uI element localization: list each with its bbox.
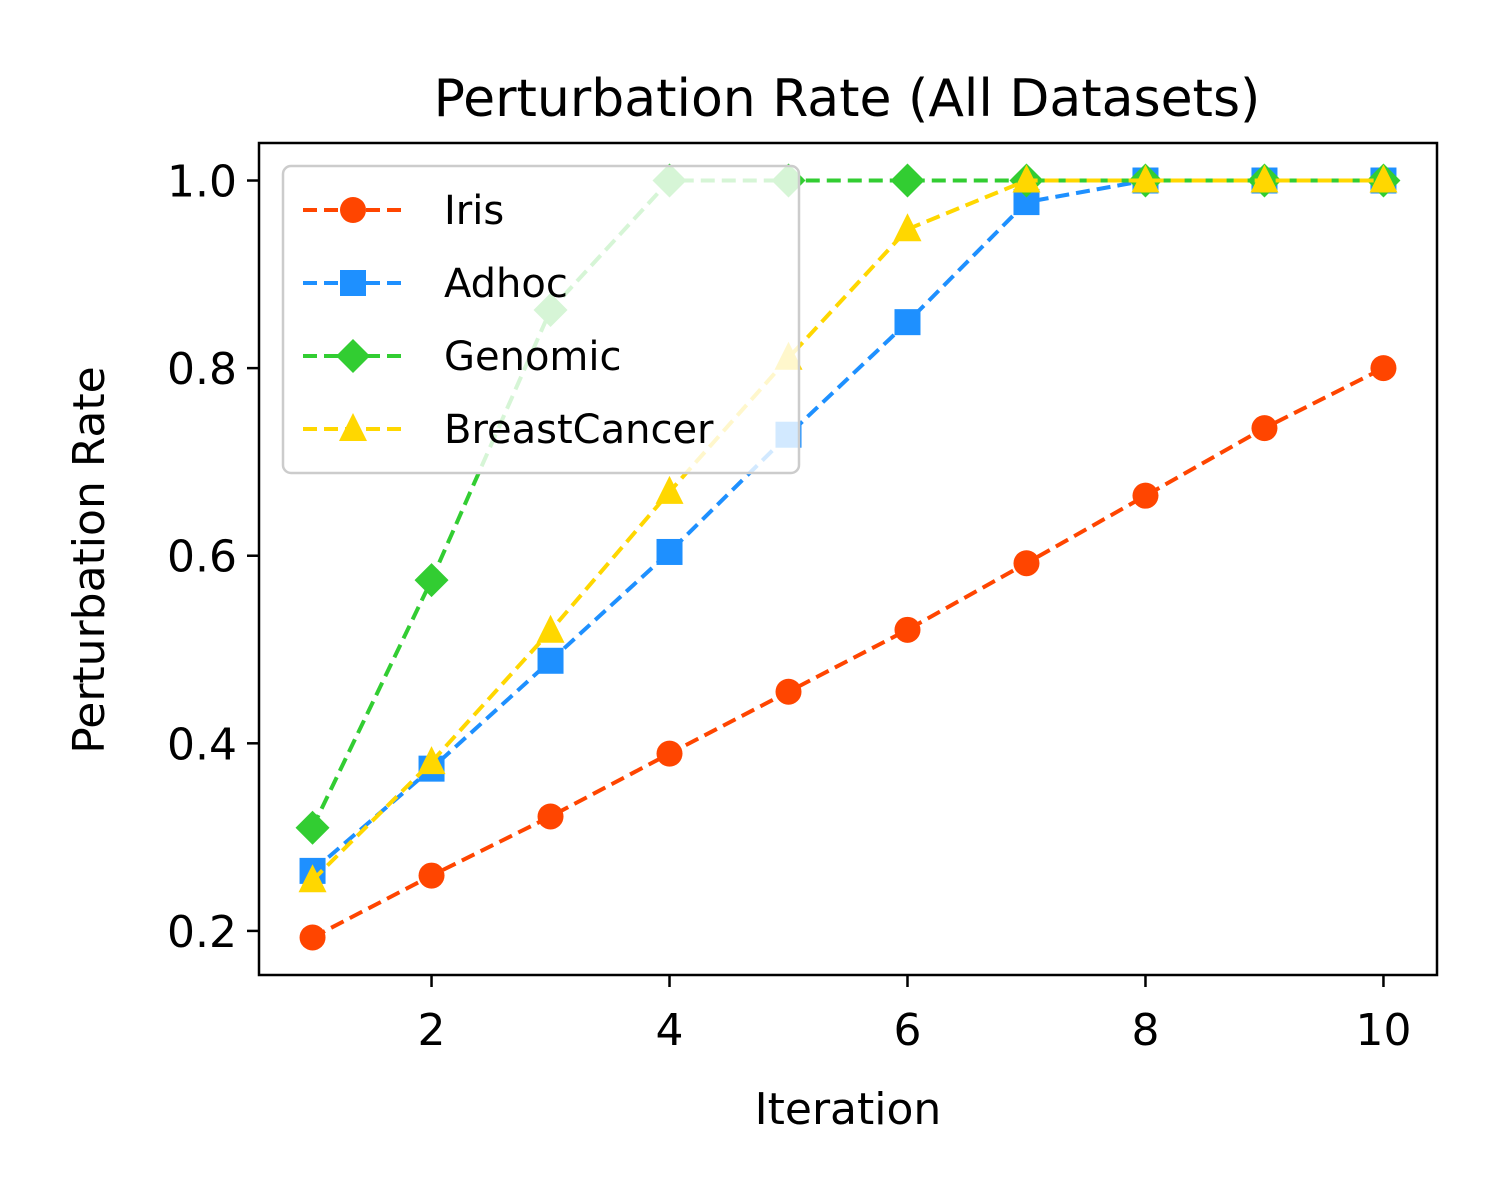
data-point-adhoc <box>656 538 683 565</box>
legend: Iris Adhoc Genomic BreastCancer <box>281 164 801 475</box>
plot-frame <box>257 141 1439 977</box>
data-point-breastcancer <box>1012 164 1041 193</box>
legend-marker-adhoc <box>340 270 366 296</box>
data-point-adhoc <box>894 309 921 336</box>
y-tick-label: 0.2 <box>167 907 237 958</box>
x-tick-label: 8 <box>1131 1005 1159 1056</box>
data-point-breastcancer <box>298 864 327 893</box>
legend-box <box>281 164 801 475</box>
data-point-iris <box>1370 355 1397 382</box>
data-point-iris <box>775 678 802 705</box>
series-line-breastcancer <box>311 178 1384 882</box>
y-axis-label: Perturbation Rate <box>64 366 115 753</box>
data-point-breastcancer <box>1250 164 1279 193</box>
series-line-iris <box>311 366 1385 940</box>
data-point-genomic <box>295 810 330 845</box>
x-axis-label: Iteration <box>755 1084 942 1135</box>
data-point-iris <box>1251 415 1278 442</box>
data-point-iris <box>537 803 564 830</box>
legend-marker-iris <box>340 197 366 223</box>
y-tick-label: 0.8 <box>167 344 237 395</box>
data-point-breastcancer <box>1369 164 1398 193</box>
data-point-iris <box>418 862 445 889</box>
data-point-breastcancer <box>655 475 684 504</box>
data-point-adhoc <box>537 647 564 674</box>
y-tick-label: 0.6 <box>167 532 237 583</box>
data-point-breastcancer <box>536 614 565 643</box>
chart-title: Perturbation Rate (All Datasets) <box>434 69 1261 129</box>
legend-label-genomic: Genomic <box>444 334 622 380</box>
data-point-breastcancer <box>1131 164 1160 193</box>
x-tick-label: 4 <box>656 1005 684 1056</box>
data-point-iris <box>1013 550 1040 577</box>
data-point-iris <box>1132 482 1159 509</box>
data-point-breastcancer <box>893 213 922 242</box>
legend-marker-breastcancer <box>339 413 367 441</box>
data-point-iris <box>656 740 683 767</box>
data-point-breastcancer <box>417 746 446 775</box>
data-point-genomic <box>890 163 925 198</box>
data-point-iris <box>894 616 921 643</box>
legend-marker-genomic <box>336 339 370 373</box>
x-tick-label: 2 <box>418 1005 446 1056</box>
y-tick-label: 1.0 <box>167 157 237 208</box>
x-tick-label: 10 <box>1355 1005 1411 1056</box>
data-point-iris <box>299 924 326 951</box>
legend-label-adhoc: Adhoc <box>444 261 568 307</box>
x-tick-label: 6 <box>893 1005 921 1056</box>
data-point-genomic <box>414 563 449 598</box>
legend-label-breastcancer: BreastCancer <box>444 407 714 453</box>
legend-label-iris: Iris <box>444 188 504 234</box>
y-tick-label: 0.4 <box>167 719 237 770</box>
